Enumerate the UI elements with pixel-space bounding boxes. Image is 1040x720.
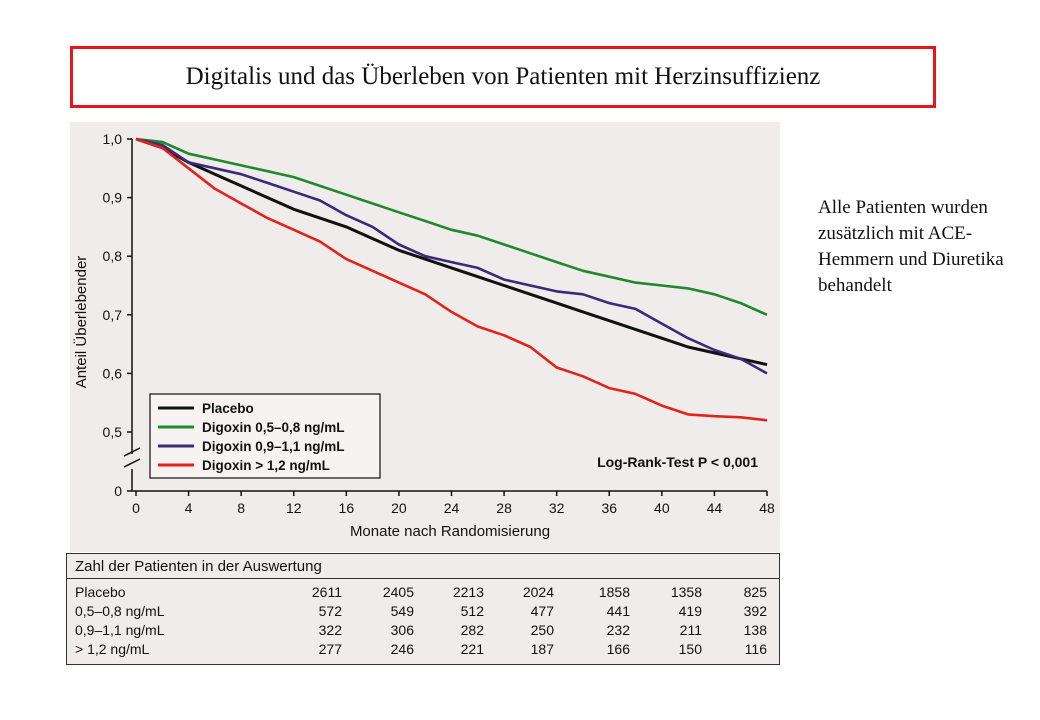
table-cell: 419 xyxy=(678,603,702,619)
axis-break-mark xyxy=(123,458,141,468)
table-cell: 549 xyxy=(390,603,414,619)
y-tick-label: 0 xyxy=(114,483,122,499)
table-cell: 232 xyxy=(606,622,630,638)
x-tick-label: 20 xyxy=(391,500,407,516)
table-row-label: > 1,2 ng/mL xyxy=(75,641,150,657)
patient-count-table: Zahl der Patienten in der Auswertung Pla… xyxy=(66,553,780,665)
chart-svg: 00,50,60,70,80,91,00 4 8 12 16 20 24 28 32 36 40 44… xyxy=(72,131,775,540)
series-line-1 xyxy=(135,137,768,367)
slide-title: Digitalis und das Überleben von Patiente… xyxy=(70,46,936,108)
table-cell: 306 xyxy=(390,622,414,638)
y-tick-label: 0,9 xyxy=(103,190,123,206)
series-line-2 xyxy=(135,137,768,316)
table-row: > 1,2 ng/mL 277 246 221 187 166 150 116 xyxy=(67,641,781,660)
table-cell: 441 xyxy=(606,603,630,619)
table-cell: 572 xyxy=(318,603,342,619)
x-tick-label: 28 xyxy=(496,500,512,516)
table-row: Placebo 2611 2405 2213 2024 1858 1358 825 xyxy=(67,584,781,603)
x-tick-label: 32 xyxy=(549,500,565,516)
table-cell: 150 xyxy=(678,641,702,657)
table-row: 0,5–0,8 ng/mL 572 549 512 477 441 419 392 xyxy=(67,603,781,622)
x-tick-label: 44 xyxy=(707,500,723,516)
x-tick-label: 36 xyxy=(601,500,617,516)
y-tick-label: 0,8 xyxy=(103,248,123,264)
series-line-4 xyxy=(135,137,768,422)
table-row-label: 0,5–0,8 ng/mL xyxy=(75,603,165,619)
table-row-label: 0,9–1,1 ng/mL xyxy=(75,622,165,638)
survival-chart: 0 0,5 0,6 0,7 0,8 0,9 1,0 0 4 8 12 16 20 24 28 32 36 40 44… xyxy=(70,122,780,552)
x-axis-label: Monate nach Randomisierung xyxy=(350,523,550,540)
x-tick-label: 16 xyxy=(339,500,355,516)
legend-label: Placebo xyxy=(202,401,254,416)
legend-label: Digoxin 0,5–0,8 ng/mL xyxy=(202,420,345,435)
table-cell: 2024 xyxy=(522,584,554,600)
y-axis-label: Anteil Überlebender xyxy=(72,256,90,389)
y-tick-label: 0,5 xyxy=(103,424,123,440)
table-cell: 282 xyxy=(460,622,484,638)
table-cell: 512 xyxy=(460,603,484,619)
table-row-label: Placebo xyxy=(75,584,126,600)
x-tick-label: 4 xyxy=(185,500,193,516)
table-cell: 477 xyxy=(530,603,554,619)
table-cell: 166 xyxy=(606,641,630,657)
table-cell: 277 xyxy=(318,641,342,657)
y-tick-label: 1,0 xyxy=(103,131,123,147)
table-cell: 2213 xyxy=(452,584,484,600)
series-line-3 xyxy=(135,137,768,375)
table-cell: 2405 xyxy=(382,584,414,600)
x-tick-label: 12 xyxy=(286,500,302,516)
table-divider xyxy=(67,578,779,579)
table-cell: 1858 xyxy=(598,584,630,600)
table-cell: 221 xyxy=(460,641,484,657)
log-rank-annotation: Log-Rank-Test P < 0,001 xyxy=(597,454,758,470)
table-cell: 2611 xyxy=(311,584,342,600)
table-cell: 825 xyxy=(743,584,767,600)
table-cell: 1358 xyxy=(670,584,702,600)
table-cell: 392 xyxy=(743,603,767,619)
table-cell: 211 xyxy=(679,622,702,638)
x-tick-label: 24 xyxy=(444,500,460,516)
table-cell: 322 xyxy=(318,622,342,638)
side-note: Alle Patienten wurden zusätzlich mit ACE… xyxy=(818,197,1004,296)
x-tick-label: 8 xyxy=(237,500,245,516)
table-cell: 246 xyxy=(390,641,414,657)
legend-label: Digoxin 0,9–1,1 ng/mL xyxy=(202,439,345,454)
axis-break-mark xyxy=(123,447,141,457)
table-cell: 187 xyxy=(530,641,554,657)
table-cell: 250 xyxy=(530,622,554,638)
table-cell: 116 xyxy=(744,641,767,657)
x-tick-label: 40 xyxy=(654,500,670,516)
table-header: Zahl der Patienten in der Auswertung xyxy=(75,558,322,575)
x-tick-label: 48 xyxy=(759,500,775,516)
y-tick-label: 0,6 xyxy=(103,365,123,381)
table-cell: 138 xyxy=(743,622,767,638)
table-row: 0,9–1,1 ng/mL 322 306 282 250 232 211 138 xyxy=(67,622,781,641)
legend-label: Digoxin > 1,2 ng/mL xyxy=(202,458,330,473)
x-tick-label: 0 xyxy=(132,500,140,516)
y-tick-label: 0,7 xyxy=(103,307,123,323)
